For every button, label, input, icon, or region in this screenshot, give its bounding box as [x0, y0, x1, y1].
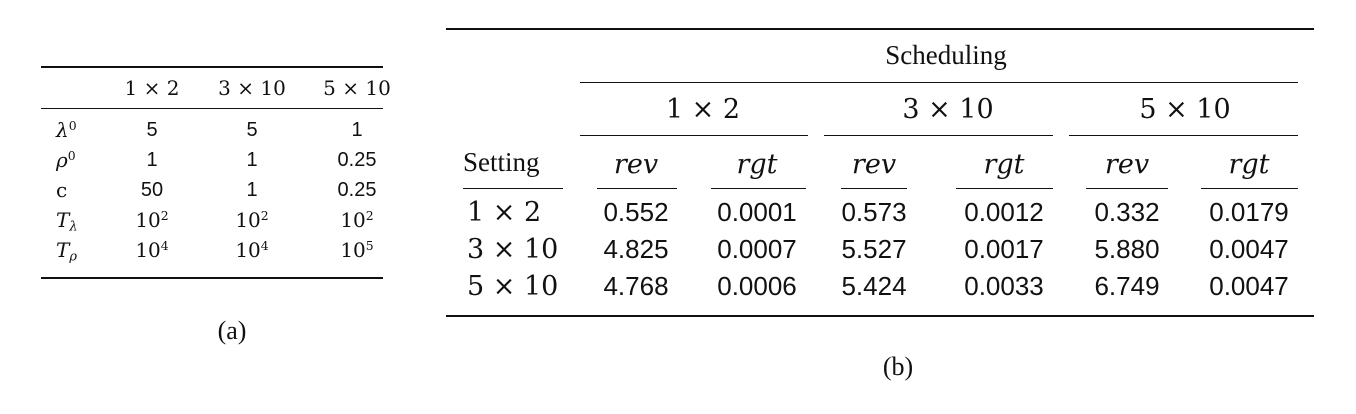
table-b-subheader-rev: rev: [851, 149, 897, 180]
table-b-subheader-rule: [956, 188, 1053, 189]
table-a-cell-base: 10: [135, 238, 161, 262]
table-b-cell: 5.880: [1094, 234, 1160, 264]
table-b-cell: 0.0001: [717, 197, 797, 227]
table-b-group-header: Scheduling: [885, 40, 1007, 70]
table-b-subheader-rule: [1086, 188, 1168, 189]
table-a-row-label: Tλ: [56, 208, 78, 233]
table-a-row-label-text: c: [56, 178, 68, 202]
table-b-cell: 0.0017: [964, 234, 1044, 264]
table-b-caption: (b): [882, 352, 914, 381]
table-a-row-label-sup: 0: [67, 148, 76, 164]
table-a-cell-base: 10: [235, 238, 261, 262]
table-a-cell-base: 10: [235, 208, 261, 232]
table-b-subheader-rule: [597, 188, 677, 189]
table-b-cell: 5.424: [841, 271, 907, 301]
table-b-cell: 5.527: [841, 234, 907, 264]
table-a-cell-exponent: 2: [365, 208, 374, 224]
table-b-subheader-rule: [841, 188, 907, 189]
table-a-cell: 1: [246, 149, 258, 171]
table-a-cell-base: 10: [340, 208, 366, 232]
table-a-cell-exponent: 2: [260, 208, 269, 224]
table-a-bottom-rule: [41, 277, 383, 279]
table-a-row-label: λ0: [56, 118, 77, 142]
table-a-header-2: 3 × 10: [218, 76, 286, 100]
table-a-cell: 1: [146, 149, 158, 171]
table-b-subheader-rgt: rgt: [736, 149, 778, 180]
table-a-cell: 50: [140, 179, 164, 201]
table-a-row-label-text: λ: [56, 118, 69, 142]
table-a-row-label-text: ρ: [56, 148, 68, 172]
table-b-group-rule: [580, 82, 1298, 83]
table-a-top-rule: [41, 66, 383, 68]
table-a-row-label-sup: 0: [68, 118, 77, 134]
table-a-row-label-text: T: [56, 208, 70, 232]
table-a-cell: 102: [340, 208, 374, 232]
table-a-row-label: Tρ: [56, 238, 77, 263]
table-a-cell: 1: [246, 179, 258, 201]
table-a-header-1: 1 × 2: [124, 76, 180, 100]
table-b-cell: 0.0012: [964, 197, 1044, 227]
table-a-row-label-text: T: [56, 238, 70, 262]
table-a-cell-exponent: 5: [365, 238, 374, 254]
table-a-cell-exponent: 4: [160, 238, 169, 254]
table-a-row-label-sub: λ: [69, 219, 78, 235]
table-b-subheader-rule: [1201, 188, 1298, 189]
table-b-cell: 0.573: [841, 197, 907, 227]
table-a-cell-base: 10: [340, 238, 366, 262]
table-b-cell: 0.0179: [1209, 197, 1289, 227]
table-a-cell: 0.25: [337, 149, 377, 171]
table-b-group-3-rule: [1069, 135, 1298, 136]
table-b-group-1: 1 × 2: [665, 94, 741, 125]
table-b-cell: 0.332: [1094, 197, 1160, 227]
table-a-cell-exponent: 4: [260, 238, 269, 254]
table-b-cell: 4.825: [603, 234, 669, 264]
table-a-row-label-sub: ρ: [69, 249, 77, 265]
table-b-row-setting: 1 × 2: [467, 197, 542, 228]
table-b-bottom-rule: [446, 315, 1314, 317]
table-b-group-2: 3 × 10: [902, 94, 994, 125]
table-b-group-2-rule: [824, 135, 1053, 136]
table-a-row-label: ρ0: [56, 148, 76, 172]
table-b-cell: 0.0047: [1209, 271, 1289, 301]
table-b-subheader-rev: rev: [613, 149, 659, 180]
table-b-subheader-rgt: rgt: [1228, 149, 1270, 180]
table-a-cell: 1: [351, 119, 363, 141]
table-a-cell-exponent: 2: [160, 208, 169, 224]
table-a-cell: 5: [146, 119, 158, 141]
table-a-cell-base: 10: [135, 208, 161, 232]
table-b-cell: 0.552: [603, 197, 669, 227]
table-b-group-3: 5 × 10: [1139, 94, 1231, 125]
table-a-cell: 0.25: [337, 179, 377, 201]
table-b-subheader-rule: [711, 188, 806, 189]
table-a-row-label: c: [56, 180, 67, 200]
table-a-cell: 102: [235, 208, 269, 232]
table-b-top-rule: [446, 28, 1314, 30]
table-a-cell: 104: [135, 238, 169, 262]
table-b-cell: 0.0007: [717, 234, 797, 264]
table-b-cell: 4.768: [603, 271, 669, 301]
table-a-header-3: 5 × 10: [323, 76, 391, 100]
table-b-subheader-rgt: rgt: [983, 149, 1025, 180]
table-b-setting-rule: [463, 188, 563, 189]
table-b-cell: 0.0033: [964, 271, 1044, 301]
table-b-setting-label: Setting: [463, 147, 540, 177]
table-a-cell: 104: [235, 238, 269, 262]
table-b-row-setting: 5 × 10: [467, 271, 559, 302]
table-a-caption: (a): [217, 316, 247, 345]
table-a-cell: 102: [135, 208, 169, 232]
table-a-cell: 105: [340, 238, 374, 262]
table-b-row-setting: 3 × 10: [467, 234, 559, 265]
table-b-group-1-rule: [580, 135, 808, 136]
table-a-cell: 5: [246, 119, 258, 141]
table-a-mid-rule: [41, 108, 383, 109]
table-b-subheader-rev: rev: [1104, 149, 1150, 180]
table-b-cell: 0.0047: [1209, 234, 1289, 264]
table-b-cell: 0.0006: [717, 271, 797, 301]
table-b-cell: 6.749: [1094, 271, 1160, 301]
